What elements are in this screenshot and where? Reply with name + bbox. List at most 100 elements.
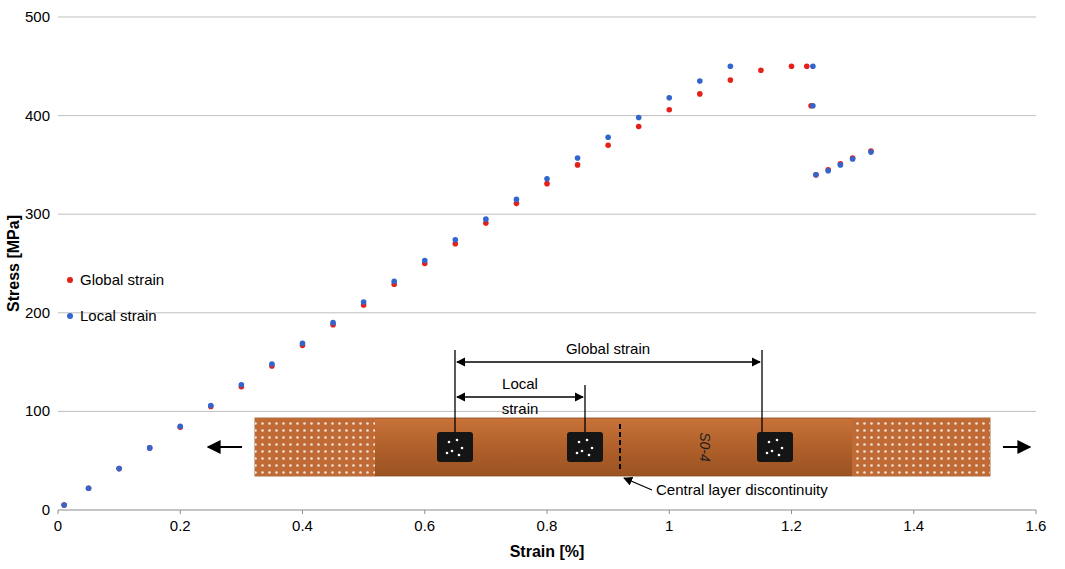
gauge-dot bbox=[778, 454, 781, 457]
point bbox=[636, 124, 642, 130]
point bbox=[361, 299, 367, 305]
grid-line bbox=[58, 312, 1036, 313]
point bbox=[61, 502, 67, 508]
point bbox=[330, 320, 336, 326]
point bbox=[208, 404, 214, 410]
specimen-inset: S0-4 Global strain Local strain Central laye… bbox=[208, 340, 1030, 498]
point bbox=[575, 155, 581, 161]
gauge-dot bbox=[456, 439, 459, 442]
point bbox=[575, 162, 581, 168]
point bbox=[177, 424, 183, 430]
point bbox=[728, 77, 734, 83]
load-arrow bbox=[208, 446, 242, 448]
point bbox=[239, 382, 245, 388]
dimension-line bbox=[457, 361, 760, 362]
extension-line bbox=[454, 350, 455, 432]
legend-marker bbox=[67, 313, 73, 319]
y-tick-label: 500 bbox=[25, 8, 50, 25]
gauge-marker bbox=[437, 432, 473, 462]
x-tick-label: 0.8 bbox=[537, 517, 558, 534]
point bbox=[86, 486, 92, 492]
x-tick-label: 1 bbox=[665, 517, 673, 534]
point bbox=[666, 107, 672, 113]
point bbox=[697, 78, 703, 84]
gauge-dot bbox=[781, 447, 784, 450]
grip-right bbox=[852, 418, 990, 476]
point bbox=[61, 502, 67, 508]
x-tick-label: 0 bbox=[54, 517, 62, 534]
point bbox=[789, 64, 795, 70]
point bbox=[544, 176, 550, 182]
annotation-line: strain bbox=[502, 400, 539, 417]
point bbox=[147, 445, 153, 451]
annotation: Local strain bbox=[502, 375, 539, 417]
gauge-dot bbox=[766, 452, 769, 455]
point bbox=[544, 181, 550, 187]
x-tick-label: 0.2 bbox=[170, 517, 191, 534]
point bbox=[514, 197, 520, 203]
gauge-dot bbox=[446, 452, 449, 455]
point bbox=[810, 103, 816, 109]
x-tick bbox=[302, 510, 303, 514]
x-tick-label: 0.4 bbox=[292, 517, 313, 534]
point bbox=[605, 142, 611, 148]
point bbox=[697, 91, 703, 97]
gauge-dot bbox=[448, 441, 451, 444]
specimen bbox=[255, 418, 990, 476]
gauge-dot bbox=[576, 452, 579, 455]
gauge-dot bbox=[458, 454, 461, 457]
legend-label: Global strain bbox=[80, 271, 164, 288]
gauge-dot bbox=[771, 450, 774, 453]
gauge-dot bbox=[588, 454, 591, 457]
grid-line bbox=[58, 214, 1036, 215]
point bbox=[825, 167, 831, 173]
x-tick-labels: 00.20.40.60.811.21.41.6 bbox=[54, 510, 1047, 534]
chart: 010020030040050000.20.40.60.811.21.41.6S… bbox=[0, 0, 1065, 569]
gauge-dot bbox=[461, 447, 464, 450]
series bbox=[61, 64, 873, 508]
point bbox=[300, 341, 306, 347]
grid-line bbox=[58, 411, 1036, 412]
specimen-label: S0-4 bbox=[697, 432, 713, 462]
point bbox=[868, 149, 874, 155]
grid bbox=[58, 17, 1036, 510]
x-tick bbox=[180, 510, 181, 514]
point bbox=[177, 423, 183, 429]
x-tick bbox=[669, 510, 670, 514]
point bbox=[391, 278, 397, 284]
point bbox=[116, 466, 122, 472]
x-tick-label: 1.6 bbox=[1026, 517, 1047, 534]
point bbox=[605, 134, 611, 140]
point bbox=[636, 115, 642, 121]
legend-label: Local strain bbox=[80, 307, 157, 324]
x-tick-label: 1.4 bbox=[903, 517, 924, 534]
gauge-dot bbox=[768, 441, 771, 444]
x-tick-label: 1.2 bbox=[781, 517, 802, 534]
data bbox=[61, 64, 873, 508]
point bbox=[868, 148, 874, 154]
gauge-dot bbox=[776, 439, 779, 442]
annotation-line: Local bbox=[502, 375, 538, 392]
x-tick bbox=[913, 510, 914, 514]
point bbox=[269, 361, 275, 367]
x-tick bbox=[58, 510, 59, 514]
annotation: Central layer discontinuity bbox=[656, 481, 828, 498]
legend-marker bbox=[67, 277, 73, 283]
x-axis-title: Strain [%] bbox=[510, 543, 585, 560]
annotation: Global strain bbox=[566, 340, 650, 357]
point bbox=[422, 258, 428, 264]
y-axis-title: Stress [MPa] bbox=[5, 215, 22, 312]
y-tick-label: 400 bbox=[25, 107, 50, 124]
gauge-marker bbox=[567, 432, 603, 462]
point bbox=[758, 67, 764, 73]
point bbox=[850, 155, 856, 161]
point bbox=[453, 237, 459, 243]
point bbox=[728, 64, 734, 70]
gauge-marker bbox=[757, 432, 793, 462]
discontinuity-line bbox=[619, 424, 621, 470]
point bbox=[86, 486, 92, 492]
load-arrow bbox=[1003, 446, 1030, 448]
point bbox=[483, 216, 489, 222]
point bbox=[838, 162, 844, 168]
legend: Global strain Local strain bbox=[67, 271, 164, 324]
